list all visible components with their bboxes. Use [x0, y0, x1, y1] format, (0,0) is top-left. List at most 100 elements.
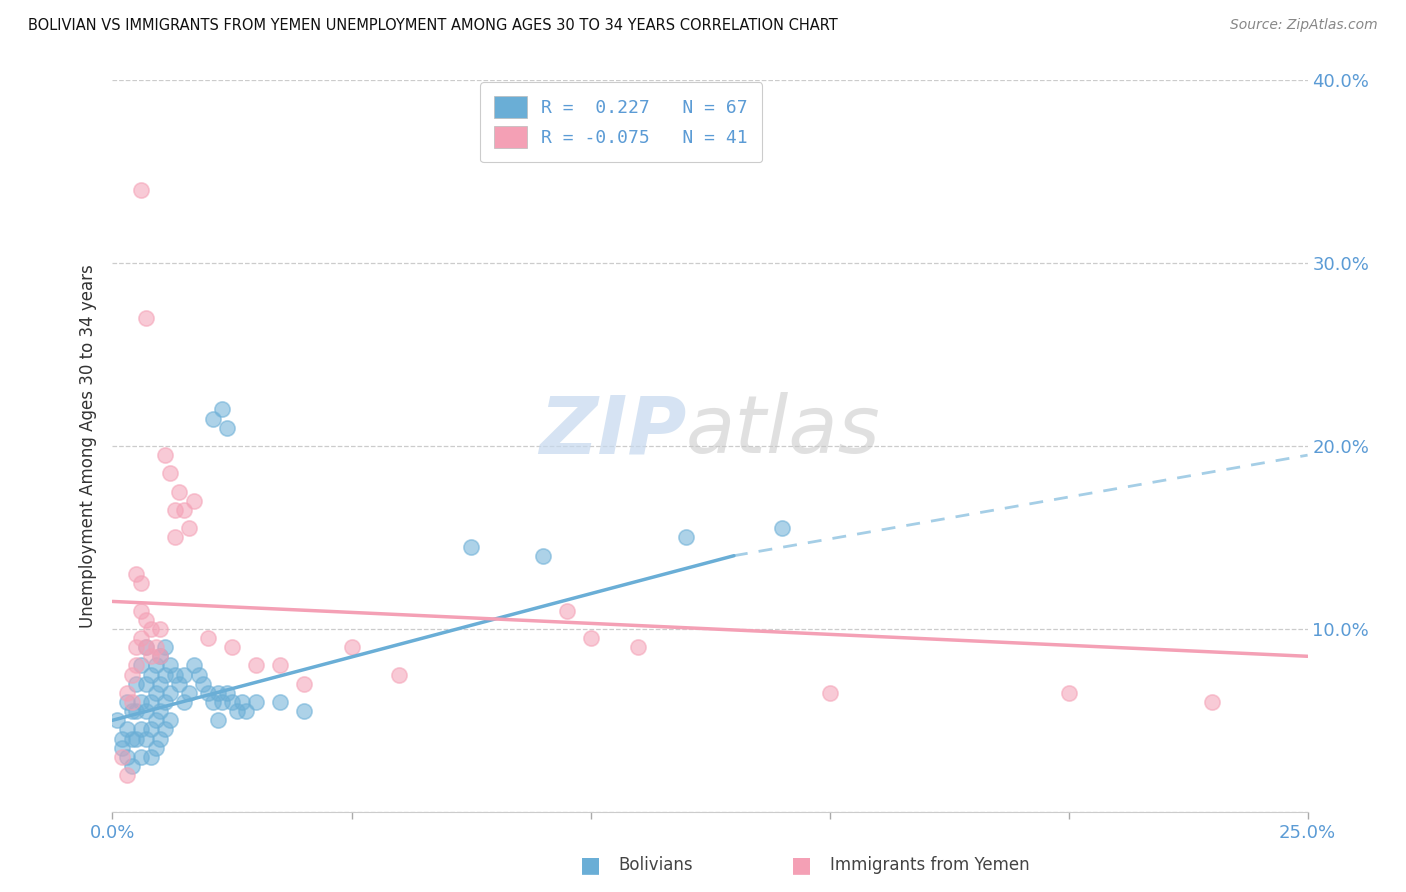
Point [197, 631, 219, 645]
Point [153, 695, 176, 709]
Point [153, 448, 176, 462]
Point [183, 494, 205, 508]
Point [169, 484, 191, 499]
Point [145, 686, 167, 700]
Point [217, 686, 239, 700]
Point [159, 714, 181, 728]
Point [163, 667, 186, 681]
Point [145, 740, 167, 755]
Point [818, 686, 841, 700]
Point [177, 686, 200, 700]
Point [139, 622, 162, 636]
Point [139, 649, 162, 664]
Y-axis label: Unemployment Among Ages 30 to 34 years: Unemployment Among Ages 30 to 34 years [79, 264, 97, 628]
Point [245, 658, 267, 673]
Point [129, 631, 152, 645]
Point [145, 658, 167, 673]
Text: Bolivians: Bolivians [619, 856, 693, 874]
Point [159, 686, 181, 700]
Point [149, 704, 172, 718]
Point [121, 695, 143, 709]
Point [129, 723, 152, 737]
Point [183, 658, 205, 673]
Point [129, 749, 152, 764]
Point [121, 759, 143, 773]
Point [201, 411, 224, 425]
Point [169, 676, 191, 690]
Point [207, 686, 229, 700]
Point [135, 640, 157, 655]
Point [292, 704, 315, 718]
Point [135, 613, 157, 627]
Point [149, 731, 172, 746]
Text: atlas: atlas [686, 392, 882, 470]
Point [129, 576, 152, 591]
Point [111, 731, 134, 746]
Point [221, 640, 243, 655]
Point [1201, 695, 1223, 709]
Point [187, 667, 209, 681]
Point [153, 640, 176, 655]
Point [770, 521, 793, 535]
Point [111, 749, 134, 764]
Point [125, 640, 148, 655]
Point [129, 658, 152, 673]
Point [115, 749, 138, 764]
Point [159, 658, 181, 673]
Point [269, 658, 291, 673]
Point [292, 676, 315, 690]
Point [139, 749, 162, 764]
Point [221, 695, 243, 709]
Point [135, 310, 157, 325]
Point [115, 768, 138, 782]
Point [388, 667, 411, 681]
Point [211, 402, 233, 417]
Point [231, 695, 253, 709]
Point [149, 676, 172, 690]
Point [460, 540, 482, 554]
Point [125, 676, 148, 690]
Point [245, 695, 267, 709]
Point [340, 640, 363, 655]
Point [159, 467, 181, 481]
Point [115, 686, 138, 700]
Point [197, 686, 219, 700]
Point [193, 676, 215, 690]
Point [207, 714, 229, 728]
Point [115, 695, 138, 709]
Point [145, 640, 167, 655]
Point [139, 723, 162, 737]
Point [129, 603, 152, 617]
Point [163, 503, 186, 517]
Point [201, 695, 224, 709]
Point [225, 704, 247, 718]
Point [675, 530, 697, 544]
Point [135, 704, 157, 718]
Point [111, 740, 134, 755]
Point [135, 676, 157, 690]
Point [145, 714, 167, 728]
Text: Immigrants from Yemen: Immigrants from Yemen [830, 856, 1029, 874]
Point [125, 731, 148, 746]
Point [135, 640, 157, 655]
Point [579, 631, 602, 645]
Point [139, 667, 162, 681]
Point [135, 731, 157, 746]
Point [235, 704, 257, 718]
Point [115, 723, 138, 737]
Point [555, 603, 578, 617]
Point [269, 695, 291, 709]
Text: BOLIVIAN VS IMMIGRANTS FROM YEMEN UNEMPLOYMENT AMONG AGES 30 TO 34 YEARS CORRELA: BOLIVIAN VS IMMIGRANTS FROM YEMEN UNEMPL… [28, 18, 838, 33]
Point [173, 503, 195, 517]
Point [153, 723, 176, 737]
Text: ZIP: ZIP [538, 392, 686, 470]
Point [177, 521, 200, 535]
Point [125, 704, 148, 718]
Point [105, 714, 128, 728]
Point [139, 695, 162, 709]
Point [531, 549, 554, 563]
Text: Source: ZipAtlas.com: Source: ZipAtlas.com [1230, 18, 1378, 32]
Point [121, 667, 143, 681]
Legend: R =  0.227   N = 67, R = -0.075   N = 41: R = 0.227 N = 67, R = -0.075 N = 41 [479, 82, 762, 162]
Point [149, 622, 172, 636]
